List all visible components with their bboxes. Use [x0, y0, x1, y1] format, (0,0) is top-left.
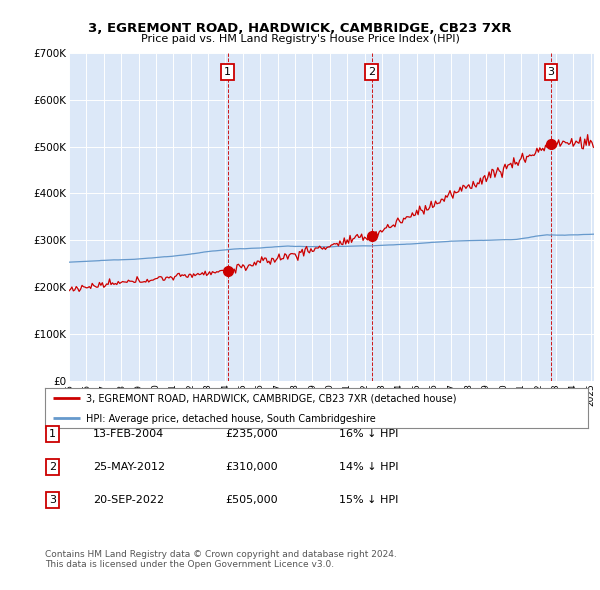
Text: 15% ↓ HPI: 15% ↓ HPI	[339, 496, 398, 505]
Text: 3: 3	[49, 496, 56, 505]
Text: HPI: Average price, detached house, South Cambridgeshire: HPI: Average price, detached house, Sout…	[86, 414, 376, 424]
Text: 3, EGREMONT ROAD, HARDWICK, CAMBRIDGE, CB23 7XR (detached house): 3, EGREMONT ROAD, HARDWICK, CAMBRIDGE, C…	[86, 394, 456, 404]
Text: 1: 1	[49, 430, 56, 439]
Text: 2: 2	[49, 463, 56, 472]
Text: 20-SEP-2022: 20-SEP-2022	[93, 496, 164, 505]
Text: £235,000: £235,000	[225, 430, 278, 439]
Text: 25-MAY-2012: 25-MAY-2012	[93, 463, 165, 472]
Text: 1: 1	[224, 67, 231, 77]
Text: 16% ↓ HPI: 16% ↓ HPI	[339, 430, 398, 439]
Text: 3: 3	[547, 67, 554, 77]
Text: 2: 2	[368, 67, 375, 77]
Text: Contains HM Land Registry data © Crown copyright and database right 2024.
This d: Contains HM Land Registry data © Crown c…	[45, 550, 397, 569]
Text: £505,000: £505,000	[225, 496, 278, 505]
Text: 13-FEB-2004: 13-FEB-2004	[93, 430, 164, 439]
Text: £310,000: £310,000	[225, 463, 278, 472]
Text: Price paid vs. HM Land Registry's House Price Index (HPI): Price paid vs. HM Land Registry's House …	[140, 34, 460, 44]
Text: 3, EGREMONT ROAD, HARDWICK, CAMBRIDGE, CB23 7XR: 3, EGREMONT ROAD, HARDWICK, CAMBRIDGE, C…	[88, 22, 512, 35]
Text: 14% ↓ HPI: 14% ↓ HPI	[339, 463, 398, 472]
